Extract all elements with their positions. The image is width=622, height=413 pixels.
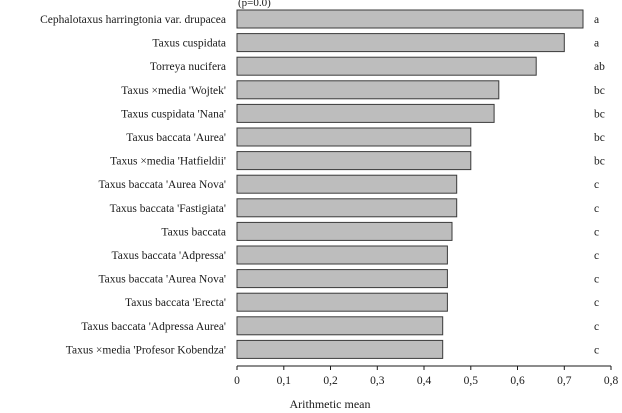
x-tick-label: 0,6 [510, 375, 525, 387]
group-letter: c [594, 203, 599, 215]
category-label: Torreya nucifera [150, 61, 226, 73]
x-tick-label: 0,7 [557, 375, 572, 387]
group-letter: c [594, 344, 599, 356]
bar [236, 245, 448, 265]
category-labels: Cephalotaxus harringtonia var. drupacea T… [40, 14, 226, 356]
x-tick-label: 0,8 [604, 375, 619, 387]
bars-group [236, 9, 584, 359]
bar [236, 127, 472, 147]
bar [236, 269, 448, 289]
category-label: Taxus cuspidata [152, 38, 226, 50]
x-tick-label: 0,1 [277, 375, 292, 387]
category-label: Taxus baccata 'Aurea Nova' [98, 179, 226, 191]
bar [236, 316, 444, 336]
bar [236, 80, 500, 100]
category-label: Taxus baccata 'Fastigiata' [110, 203, 226, 215]
bar [236, 221, 453, 241]
category-label: Taxus baccata [161, 226, 226, 238]
group-letter: bc [594, 132, 605, 144]
header-fragment: (p=0.0) [238, 0, 271, 9]
group-letter: a [594, 38, 599, 50]
bar [236, 56, 537, 76]
category-label: Taxus baccata 'Erecta' [125, 297, 226, 309]
category-label: Taxus ×media 'Profesor Kobendza' [66, 344, 226, 356]
group-letter: c [594, 226, 599, 238]
bar [236, 9, 584, 29]
x-tick-label: 0,2 [323, 375, 338, 387]
group-letter: a [594, 14, 599, 26]
category-label: Taxus ×media 'Hatfieldii' [110, 156, 226, 168]
bar [236, 33, 565, 53]
group-letter: bc [594, 85, 605, 97]
bar [236, 198, 458, 218]
group-letter: c [594, 297, 599, 309]
group-letter: ab [594, 61, 605, 73]
group-letter: c [594, 250, 599, 262]
x-tick-label: 0,4 [417, 375, 432, 387]
category-label: Taxus ×media 'Wojtek' [121, 85, 226, 97]
group-letter: bc [594, 108, 605, 120]
category-label: Taxus baccata 'Adpressa' [112, 250, 226, 262]
bar [236, 103, 495, 123]
group-letter: c [594, 274, 599, 286]
category-label: Taxus baccata 'Adpressa Aurea' [81, 321, 226, 333]
x-ticks: 0 0,1 0,2 0,3 0,4 0,5 0,6 0,7 0,8 [234, 366, 618, 387]
bar [236, 174, 458, 194]
bar [236, 292, 448, 312]
category-label: Taxus cuspidata 'Nana' [121, 108, 226, 120]
category-label: Taxus baccata 'Aurea' [126, 132, 226, 144]
group-letter: c [594, 179, 599, 191]
bar [236, 339, 444, 359]
bar [236, 151, 472, 171]
category-label: Cephalotaxus harringtonia var. drupacea [40, 14, 226, 26]
group-letter: c [594, 321, 599, 333]
x-axis-title: Arithmetic mean [290, 397, 371, 411]
category-label: Taxus baccata 'Aurea Nova' [98, 274, 226, 286]
x-tick-label: 0,5 [464, 375, 479, 387]
group-letter: bc [594, 156, 605, 168]
x-tick-label: 0 [234, 375, 240, 387]
x-tick-label: 0,3 [370, 375, 385, 387]
